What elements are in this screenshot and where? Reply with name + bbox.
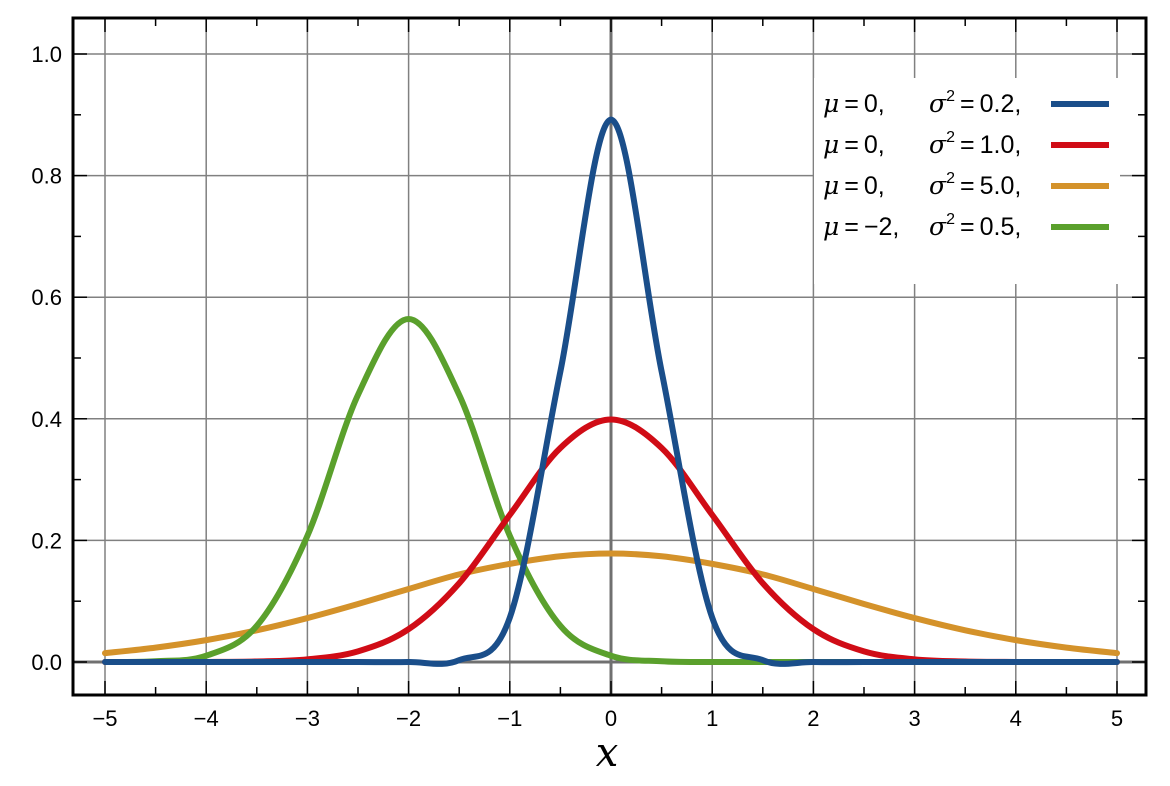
legend-mu-value: 0, bbox=[864, 131, 885, 159]
y-tick-label: 0.6 bbox=[31, 285, 62, 310]
legend-mu-symbol: μ bbox=[823, 171, 839, 200]
legend-entry-3: μ = 0, bbox=[823, 171, 885, 200]
x-tick-label: −5 bbox=[92, 706, 117, 731]
y-tick-label: 0.2 bbox=[31, 528, 62, 553]
x-tick-label: −1 bbox=[497, 706, 522, 731]
legend-sigma-value: 0.2, bbox=[980, 90, 1022, 118]
legend-sigma-symbol: σ bbox=[929, 89, 947, 118]
legend-mu-value: 0, bbox=[864, 172, 885, 200]
legend-mu-equals: = bbox=[839, 172, 864, 200]
y-tick-label: 0.4 bbox=[31, 407, 62, 432]
legend-variance-3: σ2 = 5.0, bbox=[929, 170, 1021, 200]
y-tick-label: 0.0 bbox=[31, 650, 62, 675]
legend-mu-symbol: μ bbox=[823, 89, 839, 118]
x-tick-label: −2 bbox=[396, 706, 421, 731]
legend-mu-equals: = bbox=[839, 131, 864, 159]
legend-mu-equals: = bbox=[839, 213, 864, 241]
legend-superscript: 2 bbox=[946, 211, 955, 228]
legend-sigma-value: 0.5, bbox=[980, 213, 1022, 241]
x-tick-label: 2 bbox=[807, 706, 819, 731]
series-line-3 bbox=[102, 550, 1120, 657]
legend-entry-2: μ = 0, bbox=[823, 130, 885, 159]
legend-mu-symbol: μ bbox=[823, 130, 839, 159]
legend-mu-equals: = bbox=[839, 90, 864, 118]
legend-sigma-equals: = bbox=[955, 213, 980, 241]
legend-sigma-equals: = bbox=[955, 90, 980, 118]
legend-entry-4: μ = −2, bbox=[823, 212, 899, 241]
legend-sigma-symbol: σ bbox=[929, 130, 947, 159]
legend-superscript: 2 bbox=[946, 129, 955, 146]
y-tick-label: 1.0 bbox=[31, 42, 62, 67]
legend-entry-1: μ = 0, bbox=[823, 89, 885, 118]
legend-sigma-symbol: σ bbox=[929, 171, 947, 200]
x-tick-label: 5 bbox=[1111, 706, 1123, 731]
legend-variance-1: σ2 = 0.2, bbox=[929, 88, 1021, 118]
legend-superscript: 2 bbox=[946, 88, 955, 105]
x-tick-label: 3 bbox=[908, 706, 920, 731]
legend-mu-value: −2, bbox=[864, 213, 899, 241]
x-axis-title: x bbox=[596, 730, 619, 776]
plot-frame bbox=[71, 16, 1148, 697]
x-tick-label: −4 bbox=[194, 706, 219, 731]
x-tick-label: 0 bbox=[605, 706, 617, 731]
legend-variance-2: σ2 = 1.0, bbox=[929, 129, 1021, 159]
x-tick-label: −3 bbox=[295, 706, 320, 731]
x-tick-label: 4 bbox=[1010, 706, 1022, 731]
series-curves bbox=[102, 116, 1120, 667]
legend-sigma-value: 5.0, bbox=[980, 172, 1022, 200]
tick-labels: −5 −4 −3 −2 −1 0 1 2 3 4 5 0.0 0.2 0.4 0.6 0.8 1.0 bbox=[31, 42, 1123, 731]
legend: μ = 0, σ2 = 0.2,μ = 0, σ2 = 1.0,μ = 0, σ2 =… bbox=[814, 78, 1120, 284]
x-tick-label: 1 bbox=[706, 706, 718, 731]
legend-mu-symbol: μ bbox=[823, 212, 839, 241]
legend-variance-4: σ2 = 0.5, bbox=[929, 211, 1021, 241]
legend-background bbox=[814, 78, 1120, 284]
legend-sigma-equals: = bbox=[955, 172, 980, 200]
legend-superscript: 2 bbox=[946, 170, 955, 187]
series-line-1 bbox=[102, 116, 1120, 667]
y-tick-label: 0.8 bbox=[31, 164, 62, 189]
legend-mu-value: 0, bbox=[864, 90, 885, 118]
legend-sigma-symbol: σ bbox=[929, 212, 947, 241]
legend-sigma-equals: = bbox=[955, 131, 980, 159]
legend-sigma-value: 1.0, bbox=[980, 131, 1022, 159]
